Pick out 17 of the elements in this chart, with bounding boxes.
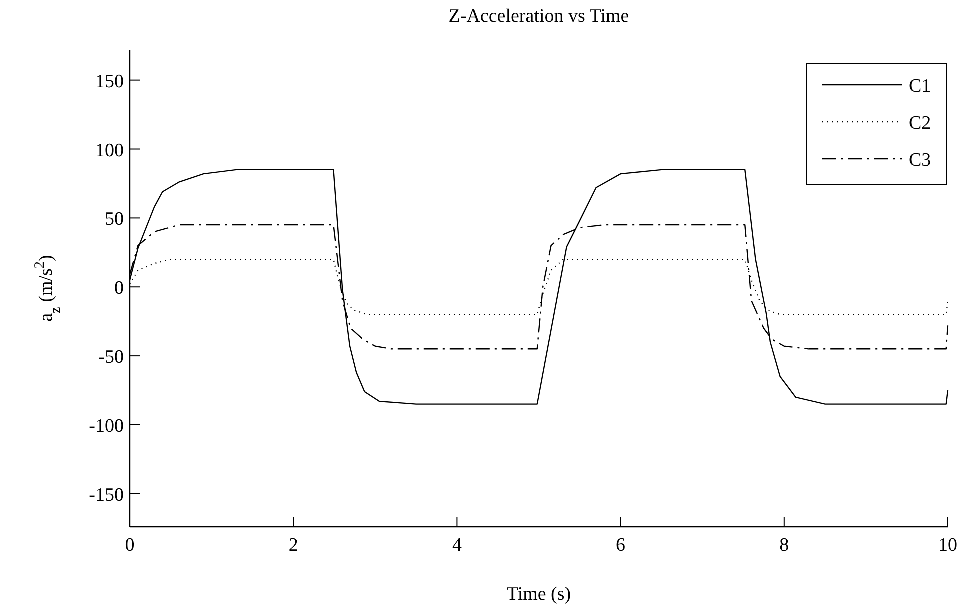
legend-label: C1 (909, 76, 932, 97)
x-axis-title: Time (s) (506, 584, 572, 605)
y-tick-label: 0 (114, 278, 124, 300)
chart-title: Z-Acceleration vs Time (448, 6, 630, 27)
x-tick-label: 8 (780, 535, 790, 556)
y-tick-label: -50 (98, 347, 124, 368)
y-tick-label: -100 (89, 416, 124, 437)
y-tick-label: -150 (89, 484, 124, 506)
legend-label: C3 (909, 150, 932, 171)
x-tick-label: 2 (288, 535, 298, 556)
y-tick-label: 100 (96, 140, 124, 162)
y-tick-label: 150 (96, 71, 124, 92)
x-tick-label: 4 (452, 535, 462, 556)
x-tick-label: 10 (938, 535, 958, 556)
legend-label: C2 (909, 113, 932, 134)
x-tick-label: 6 (616, 535, 626, 556)
y-tick-label: 50 (105, 209, 124, 230)
